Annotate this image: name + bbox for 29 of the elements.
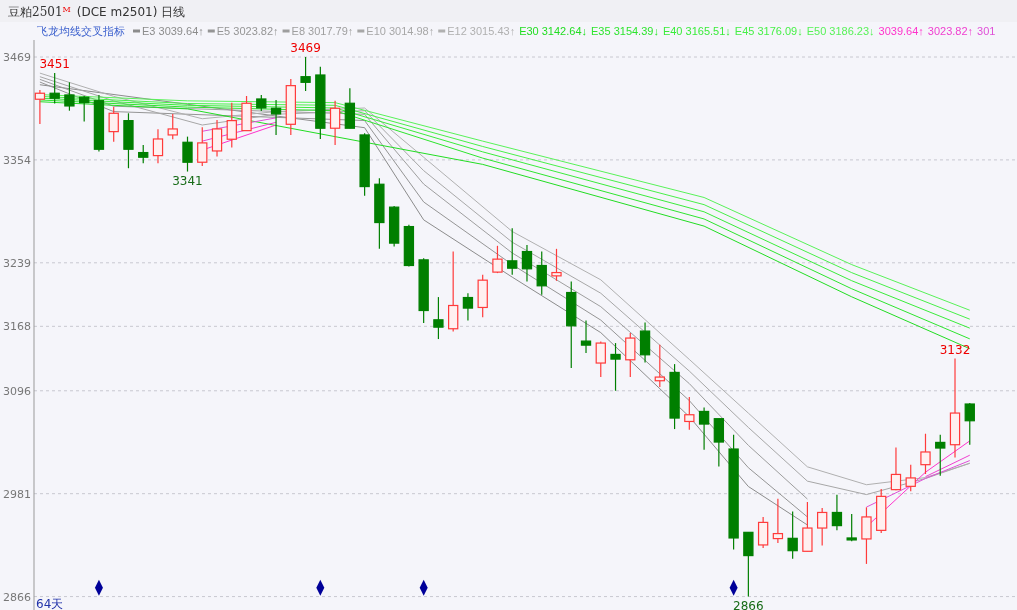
annotation: 3341 — [172, 173, 203, 188]
text: 3039.64↑ — [878, 25, 924, 37]
annotation: 3132 — [939, 342, 971, 357]
y-tick-label: 3096 — [3, 384, 31, 398]
y-tick-label: 3354 — [3, 153, 31, 167]
y-tick-label: 3239 — [3, 256, 31, 270]
text: 301 — [977, 25, 996, 37]
legend-label: E8 3017.79↑ — [291, 25, 354, 37]
chart-title: 豆粕2501$^{M}$ — [8, 4, 71, 19]
text: E50 3186.23↓ — [806, 25, 875, 37]
text: 3023.82↑ — [927, 25, 974, 37]
annotation: 64天 — [36, 597, 64, 610]
text: E30 3142.64↓ — [519, 25, 588, 37]
y-tick-label: 2866 — [3, 590, 31, 604]
y-tick-label: 3469 — [3, 51, 31, 64]
legend-title: 飞龙均线交叉指标 — [37, 25, 125, 38]
y-tick-label: 3168 — [3, 320, 31, 334]
legend-label: E5 3023.82↑ — [216, 25, 279, 37]
legend-label: E10 3014.98↑ — [366, 25, 435, 37]
chart-subtitle: (DCE m2501) 日线 — [76, 5, 186, 19]
text: E40 3165.51↓ — [662, 25, 731, 37]
annotation: 2866 — [733, 598, 764, 610]
y-tick-label: 2981 — [3, 487, 31, 501]
legend-label: E12 3015.43↑ — [447, 25, 516, 37]
text: E45 3176.09↓ — [734, 25, 803, 37]
annotation: 3469 — [290, 41, 321, 55]
legend-label: E3 3039.64↑ — [142, 25, 204, 37]
annotation: 3451 — [39, 57, 70, 72]
text: E35 3154.39↓ — [591, 25, 659, 37]
